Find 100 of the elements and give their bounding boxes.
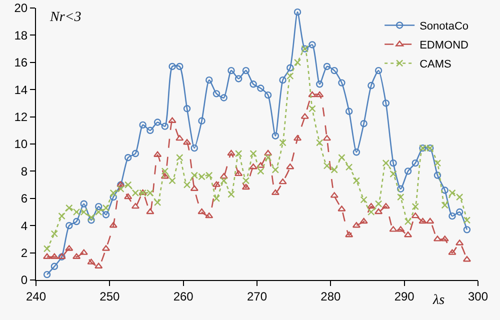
point — [50, 253, 58, 259]
point — [286, 72, 294, 80]
point — [168, 117, 176, 123]
point — [360, 218, 368, 224]
point — [160, 173, 169, 179]
point — [168, 62, 176, 70]
point — [390, 159, 397, 167]
point — [146, 208, 154, 214]
point — [300, 113, 309, 119]
point — [294, 58, 302, 66]
point — [286, 64, 294, 72]
point — [58, 212, 66, 220]
point — [109, 222, 118, 228]
point — [338, 79, 346, 86]
point — [234, 150, 242, 158]
point — [271, 189, 280, 196]
y-tick-label: 6 — [20, 192, 28, 206]
point — [94, 262, 103, 268]
point — [368, 208, 375, 216]
point — [338, 206, 346, 212]
point — [95, 202, 102, 210]
point — [264, 91, 272, 99]
y-tick-label: 14 — [14, 82, 28, 97]
point — [154, 118, 162, 126]
point — [139, 121, 146, 129]
point — [80, 249, 88, 255]
point — [434, 172, 442, 179]
point — [389, 226, 398, 232]
point — [228, 66, 235, 74]
y-tick-label: 8 — [20, 164, 28, 178]
point — [102, 211, 110, 218]
point — [80, 200, 88, 208]
point — [390, 170, 397, 178]
point — [176, 154, 184, 162]
point — [382, 159, 390, 167]
x-tick-label: 290 — [394, 289, 415, 304]
point — [368, 82, 375, 90]
y-tick-label: 0 — [20, 273, 28, 288]
point — [397, 185, 404, 192]
point — [43, 270, 51, 278]
point — [330, 166, 338, 174]
point — [190, 144, 198, 152]
point — [242, 66, 250, 74]
point — [264, 154, 272, 162]
point — [316, 80, 324, 88]
point — [396, 226, 405, 232]
point — [87, 258, 96, 264]
point — [412, 202, 419, 210]
point — [66, 222, 73, 230]
x-tick-label: 280 — [320, 289, 341, 304]
point — [293, 134, 302, 141]
point — [279, 76, 286, 84]
legend-label: EDMOND — [420, 40, 469, 52]
point — [124, 193, 132, 200]
point — [256, 162, 265, 168]
point — [308, 105, 316, 112]
point — [110, 189, 117, 197]
point — [411, 212, 420, 218]
x-tick-label: 250 — [100, 289, 120, 304]
point — [66, 204, 73, 212]
point — [161, 122, 169, 130]
point — [220, 173, 228, 179]
point — [206, 76, 213, 84]
point — [367, 202, 376, 209]
point — [434, 159, 442, 167]
point — [176, 134, 184, 141]
point — [198, 208, 206, 214]
point — [316, 91, 324, 98]
point — [374, 200, 382, 208]
point — [323, 62, 331, 70]
point — [50, 230, 58, 238]
point — [43, 245, 51, 252]
point — [441, 186, 448, 194]
point — [440, 236, 449, 242]
point — [72, 218, 80, 226]
point — [323, 162, 331, 170]
point — [426, 218, 434, 224]
y-tick-label: 18 — [14, 28, 28, 42]
point — [110, 193, 117, 201]
y-tick-label: 2 — [20, 246, 28, 260]
point — [360, 196, 368, 204]
point — [279, 139, 286, 146]
point — [124, 154, 132, 162]
point — [220, 177, 228, 184]
point — [374, 208, 383, 214]
point — [212, 194, 220, 202]
point — [50, 262, 58, 270]
point — [146, 126, 154, 134]
y-axis-title: Nr<3 — [49, 10, 82, 25]
x-tick-label: 260 — [173, 289, 194, 304]
point — [234, 75, 242, 82]
point — [183, 105, 191, 112]
point — [382, 202, 390, 209]
point — [272, 166, 280, 174]
point — [250, 80, 257, 88]
point — [264, 150, 272, 156]
point — [345, 164, 353, 171]
point — [65, 245, 74, 251]
point — [374, 66, 382, 74]
y-tick-label: 4 — [20, 218, 28, 233]
